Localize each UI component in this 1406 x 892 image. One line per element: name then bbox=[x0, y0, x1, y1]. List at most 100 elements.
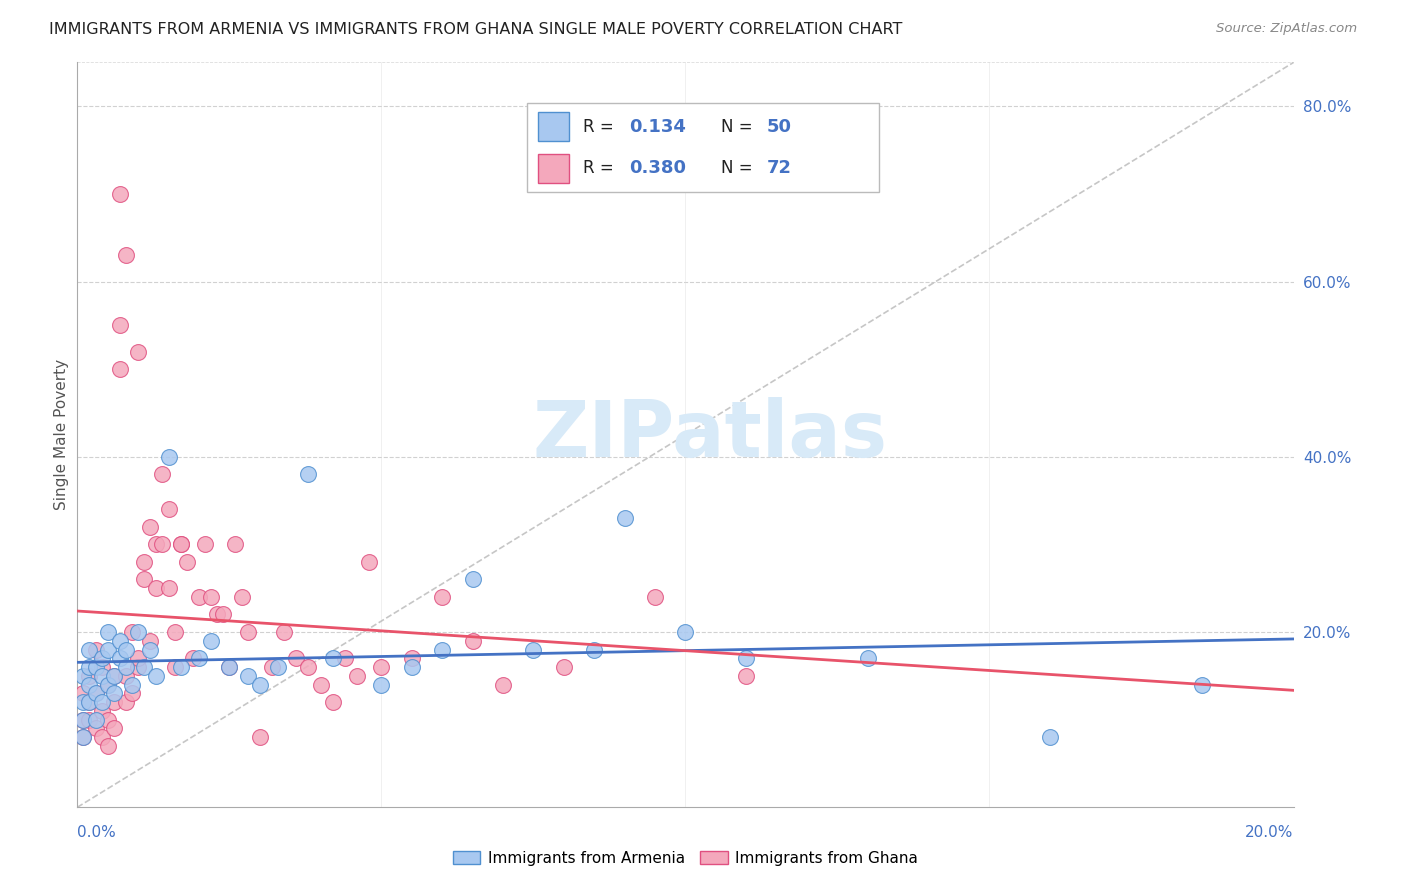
Point bbox=[553, 660, 575, 674]
Point bbox=[236, 625, 259, 640]
Point bbox=[97, 677, 120, 691]
Point bbox=[492, 677, 515, 691]
Point bbox=[103, 686, 125, 700]
Point bbox=[249, 677, 271, 691]
Point bbox=[79, 695, 101, 709]
Point bbox=[97, 739, 120, 753]
Point bbox=[79, 695, 101, 709]
Point bbox=[188, 590, 211, 604]
Point bbox=[285, 651, 308, 665]
Point bbox=[108, 633, 131, 648]
Point bbox=[134, 573, 156, 587]
Point bbox=[644, 590, 666, 604]
Point bbox=[157, 581, 180, 595]
Point bbox=[218, 660, 240, 674]
Point bbox=[157, 502, 180, 516]
Point bbox=[90, 651, 112, 665]
Point bbox=[735, 669, 758, 683]
Point bbox=[134, 555, 156, 569]
Text: 0.380: 0.380 bbox=[630, 159, 686, 177]
Point bbox=[152, 467, 174, 482]
Point bbox=[79, 669, 101, 683]
Text: 0.0%: 0.0% bbox=[77, 825, 117, 840]
Point bbox=[613, 511, 636, 525]
Point bbox=[79, 677, 101, 691]
Point bbox=[370, 677, 392, 691]
Point bbox=[370, 660, 392, 674]
Point bbox=[139, 520, 162, 534]
Point bbox=[139, 642, 162, 657]
Point bbox=[297, 660, 319, 674]
Point bbox=[90, 669, 112, 683]
Text: N =: N = bbox=[721, 118, 758, 136]
Point bbox=[121, 677, 143, 691]
Text: N =: N = bbox=[721, 159, 758, 177]
Point bbox=[218, 660, 240, 674]
Point bbox=[675, 625, 697, 640]
Point bbox=[181, 651, 204, 665]
Point bbox=[108, 362, 131, 376]
Point bbox=[115, 669, 138, 683]
Point bbox=[432, 590, 454, 604]
Point bbox=[163, 660, 186, 674]
Point bbox=[152, 537, 174, 551]
Point bbox=[401, 651, 423, 665]
Point bbox=[84, 686, 107, 700]
Text: IMMIGRANTS FROM ARMENIA VS IMMIGRANTS FROM GHANA SINGLE MALE POVERTY CORRELATION: IMMIGRANTS FROM ARMENIA VS IMMIGRANTS FR… bbox=[49, 22, 903, 37]
Point bbox=[212, 607, 235, 622]
Point bbox=[401, 660, 423, 674]
Point bbox=[735, 651, 758, 665]
Point bbox=[84, 722, 107, 736]
Point bbox=[145, 581, 167, 595]
FancyBboxPatch shape bbox=[537, 154, 569, 183]
Text: 20.0%: 20.0% bbox=[1246, 825, 1294, 840]
Point bbox=[273, 625, 295, 640]
Point bbox=[97, 677, 120, 691]
Point bbox=[322, 695, 344, 709]
Point bbox=[90, 704, 112, 718]
FancyBboxPatch shape bbox=[537, 112, 569, 141]
Point bbox=[115, 642, 138, 657]
Point bbox=[90, 660, 112, 674]
Text: 0.134: 0.134 bbox=[630, 118, 686, 136]
Point bbox=[170, 660, 193, 674]
Point bbox=[461, 573, 484, 587]
Point bbox=[297, 467, 319, 482]
Point bbox=[79, 660, 101, 674]
Point bbox=[194, 537, 217, 551]
Point bbox=[121, 625, 143, 640]
Point bbox=[90, 730, 112, 744]
Point bbox=[127, 625, 149, 640]
Point bbox=[188, 651, 211, 665]
Point bbox=[127, 660, 149, 674]
Point bbox=[231, 590, 253, 604]
Point bbox=[97, 713, 120, 727]
Point bbox=[103, 695, 125, 709]
Point bbox=[84, 686, 107, 700]
Point bbox=[583, 642, 606, 657]
Point bbox=[79, 713, 101, 727]
Point bbox=[1039, 730, 1062, 744]
Point bbox=[200, 590, 222, 604]
Point bbox=[115, 660, 138, 674]
Point bbox=[108, 186, 131, 201]
Text: 50: 50 bbox=[766, 118, 792, 136]
Legend: Immigrants from Armenia, Immigrants from Ghana: Immigrants from Armenia, Immigrants from… bbox=[449, 847, 922, 871]
Point bbox=[115, 695, 138, 709]
Point bbox=[176, 555, 198, 569]
Point bbox=[108, 318, 131, 333]
Point bbox=[224, 537, 246, 551]
Point bbox=[79, 642, 101, 657]
Point bbox=[72, 686, 94, 700]
Point bbox=[163, 625, 186, 640]
Point bbox=[72, 730, 94, 744]
Text: Source: ZipAtlas.com: Source: ZipAtlas.com bbox=[1216, 22, 1357, 36]
Point bbox=[72, 695, 94, 709]
Point bbox=[1191, 677, 1213, 691]
Point bbox=[72, 730, 94, 744]
Point bbox=[145, 669, 167, 683]
Point bbox=[97, 625, 120, 640]
Point bbox=[127, 344, 149, 359]
Point bbox=[127, 651, 149, 665]
Point bbox=[260, 660, 283, 674]
